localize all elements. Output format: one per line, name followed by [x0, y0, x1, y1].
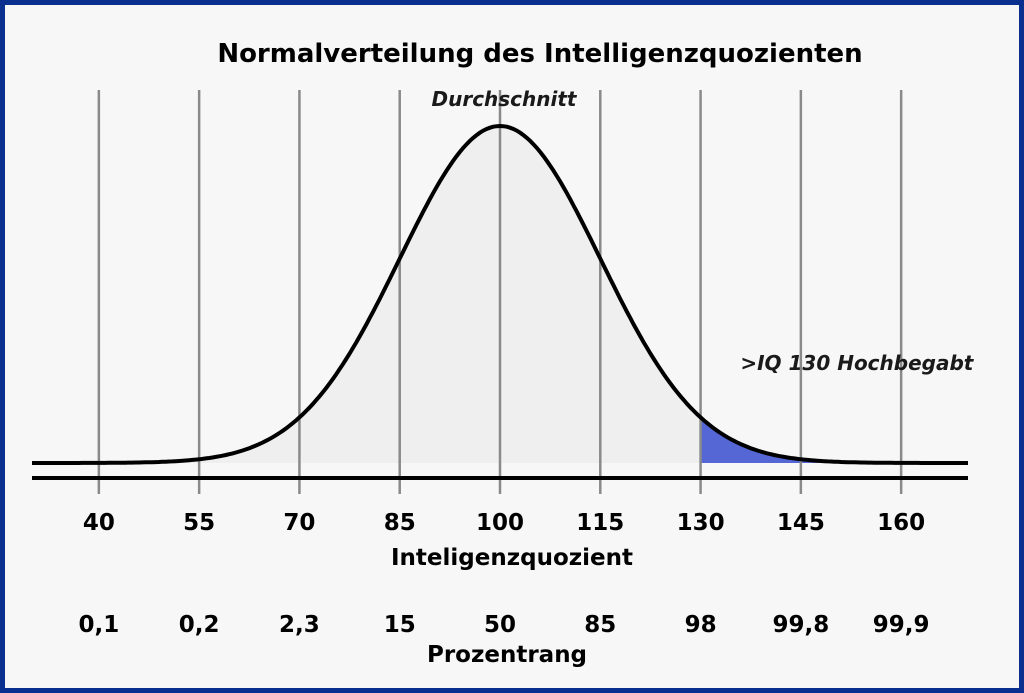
iq-tick-label: 115 [576, 510, 624, 536]
iq-tick-label: 100 [476, 510, 524, 536]
x-axis-label: Inteligenzquozient [391, 545, 633, 571]
gifted-annotation: >IQ 130 Hochbegabt [740, 351, 974, 375]
percentile-label: 99,8 [772, 612, 829, 638]
iq-tick-label: 40 [83, 510, 115, 536]
percentile-label: 0,2 [179, 612, 220, 638]
gifted-area-highlight [700, 417, 968, 463]
percentile-label: 15 [384, 612, 416, 638]
iq-tick-label: 130 [677, 510, 725, 536]
percentile-label: 85 [584, 612, 616, 638]
gridlines [97, 90, 903, 494]
percentile-label: 50 [484, 612, 516, 638]
percentile-tick-labels: 0,1 0,2 2,3 15 50 85 98 99,8 99,9 [78, 612, 929, 638]
iq-tick-labels: 40 55 70 85 100 115 130 145 160 [83, 510, 925, 536]
iq-tick-label: 160 [877, 510, 925, 536]
percentile-label: 0,1 [78, 612, 119, 638]
iq-tick-label: 55 [183, 510, 215, 536]
mean-annotation: Durchschnitt [431, 87, 577, 111]
percentile-label: 99,9 [873, 612, 930, 638]
percentile-axis-label: Prozentrang [427, 642, 587, 668]
iq-tick-label: 85 [384, 510, 416, 536]
distribution-curve [32, 123, 968, 465]
percentile-label: 2,3 [279, 612, 320, 638]
percentile-label: 98 [685, 612, 717, 638]
iq-tick-label: 145 [777, 510, 825, 536]
iq-tick-label: 70 [283, 510, 315, 536]
chart-title: Normalverteilung des Intelligenzquozient… [217, 39, 862, 69]
